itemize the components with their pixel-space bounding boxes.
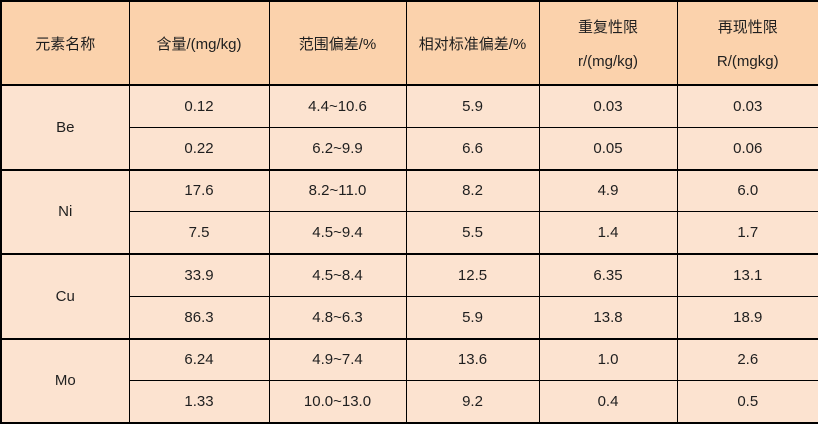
cell-reproducibility: 0.06 xyxy=(676,126,818,171)
cell-content: 0.22 xyxy=(128,126,270,171)
table-row: Mo 6.24 4.9~7.4 13.6 1.0 2.6 xyxy=(0,337,818,424)
table-row: 7.5 4.5~9.4 5.5 1.4 1.7 xyxy=(1,211,818,255)
cell-range-deviation: 4.9~7.4 xyxy=(268,337,407,382)
cell-repeatability: 1.0 xyxy=(538,337,678,382)
cell-repeatability: 0.03 xyxy=(538,83,678,128)
cell-rsd: 5.9 xyxy=(405,83,540,128)
cell-rsd: 12.5 xyxy=(405,252,540,297)
header-content: 含量/(mg/kg) xyxy=(128,0,270,86)
cell-range-deviation: 4.4~10.6 xyxy=(268,83,407,128)
cell-range-deviation: 6.2~9.9 xyxy=(268,126,407,171)
cell-content: 33.9 xyxy=(128,252,270,297)
cell-rsd: 6.6 xyxy=(405,126,540,171)
header-range-deviation: 范围偏差/% xyxy=(268,0,407,86)
table-row: 0.22 6.2~9.9 6.6 0.05 0.06 xyxy=(1,126,818,171)
cell-content: 1.33 xyxy=(128,380,270,424)
cell-repeatability: 6.35 xyxy=(538,252,678,297)
cell-repeatability: 0.05 xyxy=(538,126,678,171)
cell-range-deviation: 4.5~9.4 xyxy=(268,211,407,255)
cell-reproducibility: 0.5 xyxy=(676,380,818,424)
cell-content: 6.24 xyxy=(128,337,270,382)
table-row: 86.3 4.8~6.3 5.9 13.8 18.9 xyxy=(1,295,818,340)
cell-reproducibility: 18.9 xyxy=(676,295,818,340)
cell-reproducibility: 1.7 xyxy=(676,211,818,255)
cell-repeatability: 1.4 xyxy=(538,211,678,255)
cell-content: 0.12 xyxy=(128,83,270,128)
header-repeatability-unit: r/(mg/kg) xyxy=(578,53,638,70)
cell-rsd: 5.5 xyxy=(405,211,540,255)
header-relative-std-deviation: 相对标准偏差/% xyxy=(405,0,540,86)
cell-range-deviation: 10.0~13.0 xyxy=(268,380,407,424)
element-cell-mo: Mo xyxy=(0,337,130,424)
header-repeatability-limit: 重复性限 r/(mg/kg) xyxy=(538,0,678,86)
cell-reproducibility: 0.03 xyxy=(676,83,818,128)
cell-repeatability: 4.9 xyxy=(538,168,678,213)
cell-reproducibility: 13.1 xyxy=(676,252,818,297)
element-cell-cu: Cu xyxy=(0,253,130,339)
cell-range-deviation: 4.5~8.4 xyxy=(268,252,407,297)
cell-range-deviation: 4.8~6.3 xyxy=(268,295,407,340)
header-reproducibility-title: 再现性限 xyxy=(717,19,778,36)
table-row: 1.33 10.0~13.0 9.2 0.4 0.5 xyxy=(1,380,818,424)
cell-reproducibility: 6.0 xyxy=(676,168,818,213)
cell-content: 7.5 xyxy=(128,211,270,255)
table-row: Be 0.12 4.4~10.6 5.9 0.03 0.03 xyxy=(0,83,818,170)
header-element-name: 元素名称 xyxy=(0,0,130,86)
table-row: Ni 17.6 8.2~11.0 8.2 4.9 6.0 xyxy=(0,168,818,255)
cell-rsd: 8.2 xyxy=(405,168,540,213)
header-reproducibility-limit: 再现性限 R/(mgkg) xyxy=(676,0,818,86)
header-reproducibility-unit: R/(mgkg) xyxy=(716,53,779,70)
cell-rsd: 5.9 xyxy=(405,295,540,340)
element-cell-be: Be xyxy=(0,84,130,170)
table-header-row: 元素名称 含量/(mg/kg) 范围偏差/% 相对标准偏差/% 重复性限 r/(… xyxy=(0,0,818,86)
cell-rsd: 13.6 xyxy=(405,337,540,382)
cell-content: 86.3 xyxy=(128,295,270,340)
cell-repeatability: 13.8 xyxy=(538,295,678,340)
cell-rsd: 9.2 xyxy=(405,380,540,424)
cell-reproducibility: 2.6 xyxy=(676,337,818,382)
cell-content: 17.6 xyxy=(128,168,270,213)
element-cell-ni: Ni xyxy=(0,168,130,255)
table-row: Cu 33.9 4.5~8.4 12.5 6.35 13.1 xyxy=(0,252,818,339)
header-repeatability-title: 重复性限 xyxy=(577,19,638,36)
cell-repeatability: 0.4 xyxy=(538,380,678,424)
cell-range-deviation: 8.2~11.0 xyxy=(268,168,407,213)
